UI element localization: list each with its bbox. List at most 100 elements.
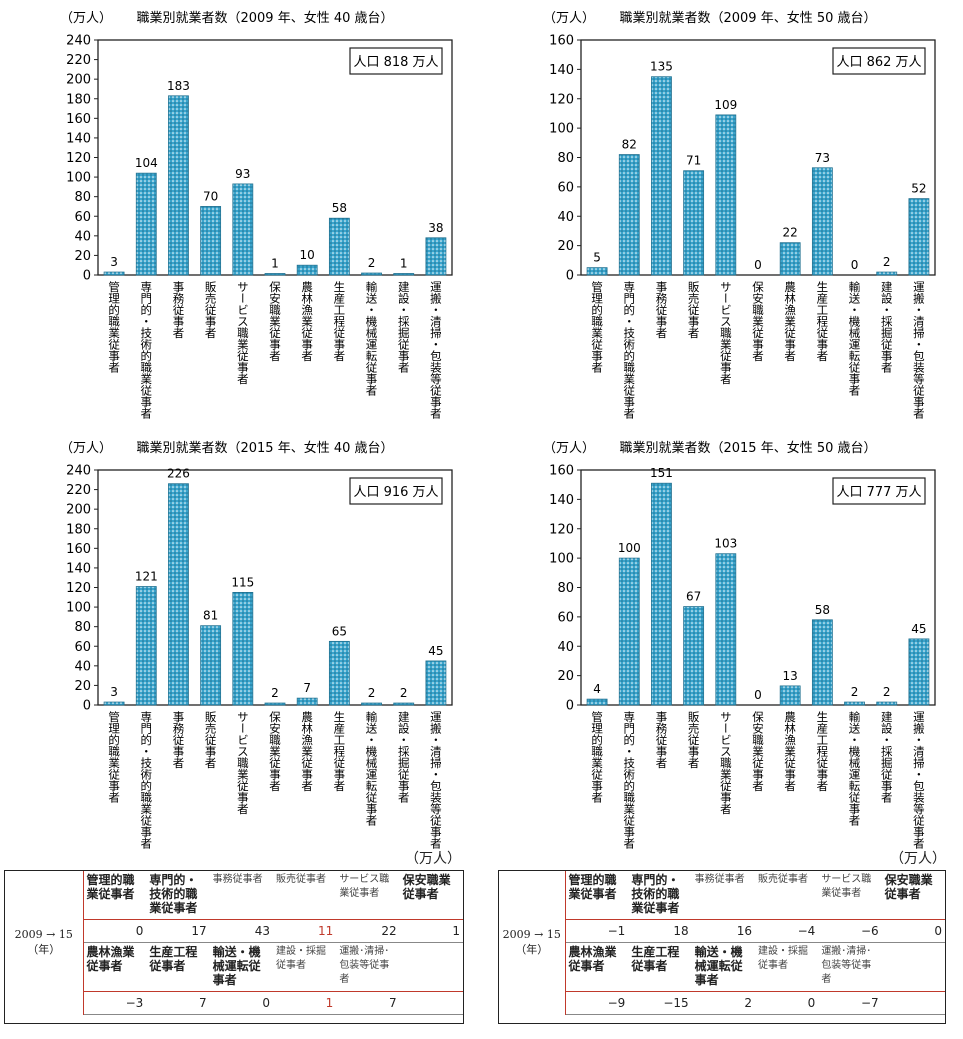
bar: [232, 183, 254, 276]
table-value: 0: [881, 919, 945, 943]
y-tick-label: 40: [74, 229, 91, 244]
bar: [393, 273, 415, 276]
x-tick-label: 管理的職業従事者: [107, 710, 121, 804]
y-tick-label: 140: [549, 63, 574, 78]
y-tick-label: 180: [66, 92, 91, 107]
data-label: 151: [650, 466, 673, 480]
table-empty: [882, 943, 945, 992]
bar: [296, 697, 318, 706]
table-label: 建設・採掘従事者: [275, 946, 326, 971]
x-tick-label: 販売従事者: [687, 711, 701, 769]
table-label: サービス職業従事者: [821, 874, 872, 899]
table-label: 販売従事者: [275, 874, 326, 885]
table-label: 事務従事者: [212, 874, 263, 885]
y-tick-label: 80: [74, 190, 91, 205]
table-value: −4: [754, 919, 819, 943]
y-tick-label: 140: [66, 131, 91, 146]
diff-table-right: 2009 → 15 （年） 管理的職業従事者 専門的・技術的職業従事者 事務従事…: [498, 870, 946, 1024]
table-empty: [399, 991, 463, 1015]
data-label: 10: [300, 248, 315, 262]
data-label: 1: [400, 257, 408, 271]
population-label: 人口 818 万人: [353, 55, 438, 70]
x-tick-label: 運搬・清掃・包装等従事者: [429, 711, 443, 850]
bar: [135, 586, 157, 706]
chart-2009-40s: 職業別就業者数（2009 年、女性 40 歳台） （万人） 0 20 40 60 80 100…: [0, 0, 470, 430]
table-value: 2: [691, 991, 755, 1015]
y-tick-label: 120: [549, 522, 574, 537]
data-label: 70: [203, 189, 218, 203]
bar: [361, 272, 382, 276]
x-tick-label: 事務従事者: [654, 711, 668, 769]
data-label: 2: [883, 685, 891, 699]
x-tick-label: 保安職業従事者: [268, 710, 282, 792]
x-tick-label: 農林漁業従事者: [783, 280, 797, 362]
x-tick-label: 保安職業従事者: [268, 280, 282, 362]
bar: [168, 95, 189, 276]
bar: [715, 114, 737, 276]
x-tick-label: 建設・採掘従事者: [397, 710, 411, 804]
y-tick-label: 20: [557, 239, 574, 254]
data-label: 45: [911, 622, 926, 636]
bar: [908, 638, 930, 706]
table-value: 16: [691, 919, 755, 943]
y-tick-label: 120: [66, 581, 91, 596]
x-tick-label: 事務従事者: [171, 281, 185, 339]
chart-title: 職業別就業者数（2009 年、女性 50 歳台）: [619, 10, 876, 26]
x-tick-label: 農林漁業従事者: [300, 710, 314, 792]
data-label: 121: [135, 570, 158, 584]
x-tick-label: 事務従事者: [171, 711, 185, 769]
y-tick-label: 100: [66, 171, 91, 186]
bar: [876, 701, 898, 706]
table-empty: [400, 943, 463, 992]
x-tick-label: 生産工程従事者: [332, 710, 346, 792]
bar: [135, 172, 157, 276]
data-label: 2: [851, 685, 859, 699]
x-tick-label: 管理的職業従事者: [590, 710, 604, 804]
y-tick-label: 0: [83, 699, 91, 714]
chart-title: 職業別就業者数（2015 年、女性 40 歳台）: [136, 440, 393, 456]
table-empty: [881, 991, 945, 1015]
bar: [651, 482, 672, 706]
table-value: 7: [336, 991, 400, 1015]
table-label: 輸送・機械運転従事者: [212, 945, 261, 987]
x-tick-label: 専門的・技術的職業従事者: [139, 711, 153, 850]
bar: [779, 242, 801, 276]
bar: [393, 702, 415, 706]
y-tick-label: 20: [557, 669, 574, 684]
table-value: 22: [336, 919, 400, 943]
x-tick-label: 運搬・清掃・包装等従事者: [912, 711, 926, 850]
y-tick-label: 120: [549, 92, 574, 107]
chart-2009-50s: 職業別就業者数（2009 年、女性 50 歳台） （万人） 0 20 40 60 80 100…: [483, 0, 953, 430]
x-tick-label: 建設・採掘従事者: [397, 280, 411, 374]
table-label: 販売従事者: [757, 874, 808, 885]
population-box: [349, 477, 443, 505]
data-label: 52: [911, 182, 926, 196]
x-tick-label: サービス職業従事者: [236, 711, 250, 815]
bar: [715, 553, 737, 706]
table-value: 7: [146, 991, 210, 1015]
chart-title: 職業別就業者数（2009 年、女性 40 歳台）: [136, 10, 393, 26]
x-tick-label: 農林漁業従事者: [300, 280, 314, 362]
x-tick-label: 輸送・機械運転従事者: [848, 280, 862, 397]
bar: [264, 273, 286, 276]
population-box: [349, 47, 443, 75]
bar: [200, 206, 222, 276]
table-label: 生産工程従事者: [631, 945, 680, 973]
table-value: 17: [146, 919, 210, 943]
data-label: 73: [815, 151, 830, 165]
y-axis-unit: （万人）: [60, 441, 112, 456]
year-unit: （年）: [515, 943, 549, 957]
data-label: 67: [686, 590, 701, 604]
data-label: 1: [271, 257, 279, 271]
chart-svg-2009-40s: 職業別就業者数（2009 年、女性 40 歳台） （万人） 0 20 40 60 80 100…: [60, 10, 453, 420]
table-value: 0: [754, 991, 819, 1015]
chart-svg-2015-40s: 職業別就業者数（2015 年、女性 40 歳台） （万人） 0 20 40 60 80 100…: [60, 440, 453, 850]
table-left-unit: （万人）: [405, 851, 461, 867]
data-label: 0: [851, 258, 859, 272]
y-tick-label: 60: [557, 610, 574, 625]
table-label: 保安職業従事者: [884, 873, 933, 901]
data-label: 115: [231, 575, 254, 589]
table-value: 43: [209, 919, 273, 943]
y-tick-label: 0: [566, 699, 574, 714]
y-tick-label: 40: [74, 659, 91, 674]
